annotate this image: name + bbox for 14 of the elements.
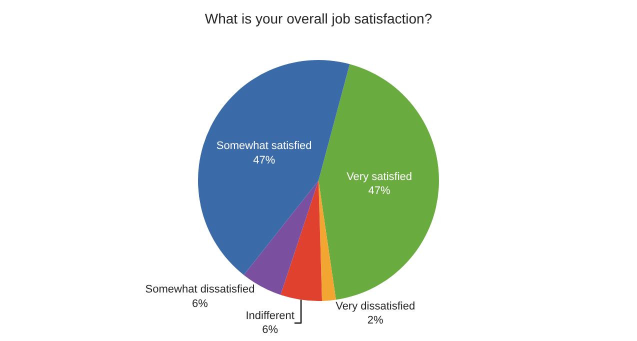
slice-label: Indifferent — [246, 310, 294, 322]
pie-slice — [318, 180, 336, 301]
pie-slice — [318, 64, 439, 300]
data-label: 47% — [253, 154, 276, 166]
chart-title: What is your overall job satisfaction? — [204, 10, 432, 26]
data-label: 47% — [368, 185, 390, 198]
slice-label: Very dissatisfied — [336, 300, 416, 312]
data-label: 2% — [367, 314, 384, 327]
slice-label: Somewhat dissatisfied — [145, 284, 255, 296]
data-label: 6% — [192, 298, 208, 310]
slice-label: Very satisfied — [346, 170, 412, 183]
data-label: 6% — [262, 324, 278, 336]
slice-label: Somewhat satisfied — [216, 140, 312, 152]
pie-slice — [280, 180, 322, 301]
